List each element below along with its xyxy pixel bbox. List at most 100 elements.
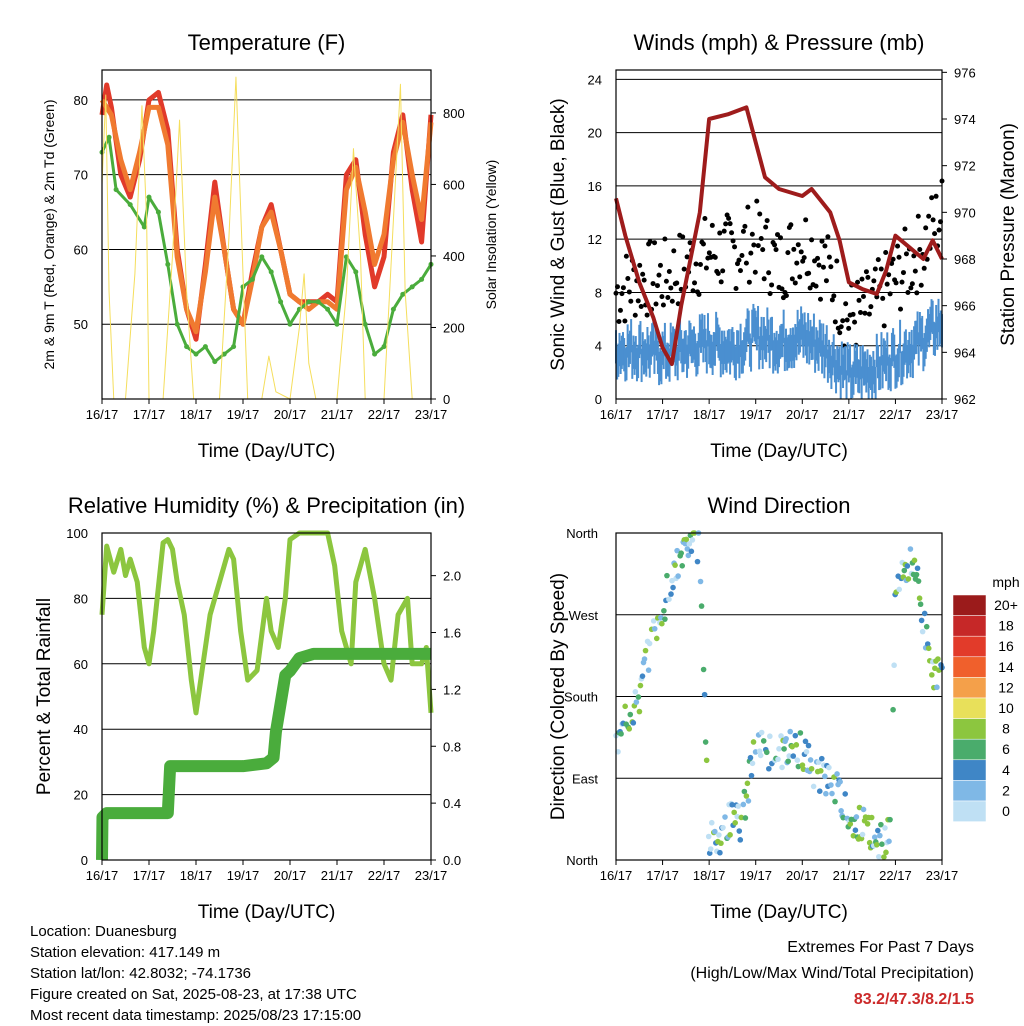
direction-point xyxy=(668,591,674,597)
gust-point xyxy=(898,306,904,312)
dewpoint-point xyxy=(155,209,161,215)
gust-point xyxy=(917,247,923,253)
gust-point xyxy=(798,249,804,255)
direction-point xyxy=(745,798,752,804)
y-tick-label: South xyxy=(564,690,598,705)
gust-point xyxy=(795,242,801,248)
legend-swatch xyxy=(952,759,987,781)
direction-point xyxy=(758,729,765,736)
created-text: Figure created on Sat, 2025-08-23, at 17… xyxy=(30,986,357,1003)
direction-point xyxy=(911,557,918,564)
direction-point xyxy=(786,753,792,759)
gust-point xyxy=(640,271,646,277)
x-axis-label: Time (Day/UTC) xyxy=(198,902,336,923)
gust-point xyxy=(871,278,877,284)
direction-point xyxy=(807,757,814,763)
gust-point xyxy=(926,213,932,219)
dewpoint-point xyxy=(419,276,425,282)
x-tick-label: 21/17 xyxy=(321,407,354,422)
legend-label: 2 xyxy=(1002,782,1010,798)
direction-point xyxy=(883,849,889,856)
dewpoint-point xyxy=(127,202,133,208)
y-tick-label: 50 xyxy=(74,317,88,332)
direction-point xyxy=(712,828,718,835)
dewpoint-point xyxy=(372,351,378,357)
direction-point xyxy=(698,603,705,609)
y2-tick-label: 0.8 xyxy=(443,739,461,754)
gust-point xyxy=(702,216,708,222)
gust-point xyxy=(732,244,738,250)
gust-point xyxy=(932,231,938,237)
gust-point xyxy=(656,272,662,278)
x-tick-label: 22/17 xyxy=(368,407,401,422)
gust-point xyxy=(788,222,794,228)
gust-point xyxy=(746,279,752,285)
gust-point xyxy=(749,231,755,237)
direction-point xyxy=(618,731,624,737)
direction-point xyxy=(757,752,764,759)
direction-point xyxy=(793,742,800,748)
direction-point xyxy=(834,771,840,777)
x-tick-label: 21/17 xyxy=(833,407,866,422)
direction-point xyxy=(924,641,931,647)
direction-point xyxy=(878,821,884,828)
direction-point xyxy=(923,623,930,630)
direction-point xyxy=(748,772,755,779)
gust-point xyxy=(769,282,775,288)
direction-point xyxy=(615,748,621,755)
gust-point xyxy=(626,289,632,295)
direction-point xyxy=(887,816,893,823)
gust-point xyxy=(884,281,890,287)
legend-swatch xyxy=(952,635,987,658)
direction-point xyxy=(787,728,794,735)
gust-point xyxy=(622,318,628,324)
direction-point xyxy=(642,647,649,654)
y2-tick-label: 974 xyxy=(954,112,976,127)
y-tick-label: 8 xyxy=(595,285,602,300)
y-tick-label: 24 xyxy=(588,72,602,87)
gust-point xyxy=(881,323,887,329)
dewpoint-point xyxy=(362,321,368,327)
legend-label: 12 xyxy=(998,679,1014,695)
gust-point xyxy=(758,235,764,241)
direction-point xyxy=(915,578,922,584)
y2-tick-label: 968 xyxy=(954,252,976,267)
humidity-line xyxy=(99,530,434,716)
direction-point xyxy=(670,584,676,591)
gust-point xyxy=(825,234,831,240)
gust-point xyxy=(745,204,751,210)
gust-point xyxy=(863,269,869,275)
direction-point xyxy=(871,834,878,841)
chart-title: Winds (mph) & Pressure (mb) xyxy=(634,30,925,55)
direction-point xyxy=(720,824,726,831)
direction-point xyxy=(881,854,887,860)
temp-9m-line xyxy=(99,98,434,335)
gust-point xyxy=(773,247,779,253)
gust-point xyxy=(638,303,644,309)
y-tick-label: East xyxy=(572,771,598,786)
chart-title: Temperature (F) xyxy=(188,30,346,55)
x-tick-label: 19/17 xyxy=(739,868,772,883)
gust-point xyxy=(905,289,911,295)
y-tick-label: 60 xyxy=(74,242,88,257)
gust-point xyxy=(801,255,807,261)
direction-point xyxy=(842,791,849,797)
x-tick-label: 19/17 xyxy=(739,407,772,422)
gust-point xyxy=(859,276,865,282)
direction-point xyxy=(683,536,690,543)
direction-point xyxy=(875,827,881,834)
gust-point xyxy=(896,254,902,260)
direction-point xyxy=(653,635,660,642)
y-tick-label: North xyxy=(566,526,598,541)
gust-point xyxy=(914,290,920,296)
y2-tick-label: 600 xyxy=(443,177,465,192)
gust-point xyxy=(820,264,826,270)
direction-point xyxy=(853,814,860,820)
direction-point xyxy=(802,738,809,745)
gust-point xyxy=(850,311,856,317)
direction-point xyxy=(890,706,896,713)
dewpoint-point xyxy=(165,261,171,267)
gust-point xyxy=(772,242,778,248)
gust-point xyxy=(838,324,844,330)
gust-point xyxy=(660,302,666,308)
